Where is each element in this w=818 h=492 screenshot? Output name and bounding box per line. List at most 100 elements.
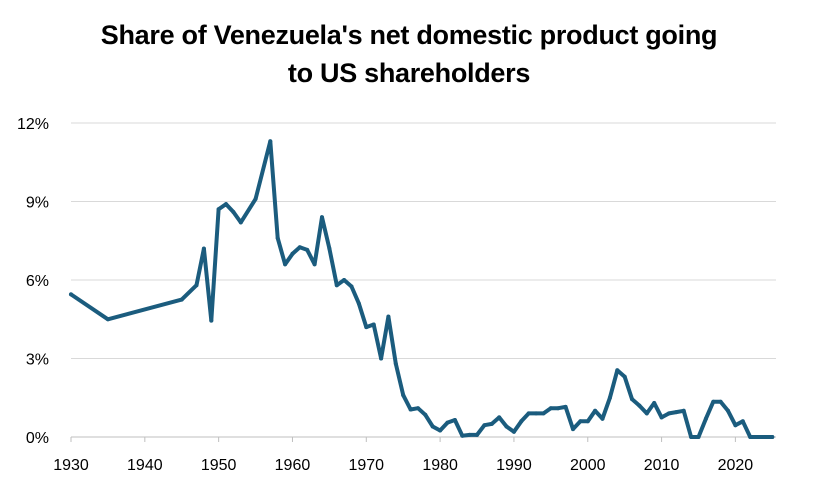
data-point-2001 [593, 408, 598, 413]
data-point-1999 [578, 419, 583, 424]
chart-title-line-1: Share of Venezuela's net domestic produc… [100, 20, 718, 50]
data-point-1930 [69, 292, 73, 297]
data-point-2015 [696, 435, 701, 439]
axes [70, 436, 776, 442]
data-point-1957 [268, 139, 273, 144]
data-point-1986 [482, 423, 487, 428]
data-point-1987 [489, 421, 494, 426]
data-point-2020 [733, 423, 738, 428]
data-point-1989 [504, 424, 509, 429]
data-point-2016 [703, 416, 708, 421]
data-point-1997 [563, 404, 568, 409]
data-point-2012 [674, 410, 679, 415]
data-point-1998 [571, 427, 575, 432]
data-point-2009 [652, 401, 657, 405]
y-tick-label: 6% [26, 273, 49, 290]
data-point-2008 [644, 411, 649, 416]
data-point-1979 [430, 424, 435, 429]
data-point-2006 [630, 397, 634, 402]
data-point-2003 [607, 395, 612, 400]
data-point-2004 [615, 368, 620, 373]
data-point-1980 [438, 428, 443, 433]
data-point-1995 [548, 406, 553, 411]
data-point-1970 [364, 325, 369, 330]
x-tick-label: 1970 [348, 457, 384, 474]
series-layer [69, 139, 775, 439]
x-tick-label: 2020 [718, 457, 754, 474]
data-point-1974 [393, 361, 398, 366]
x-tick-label: 1980 [422, 457, 458, 474]
x-tick-label: 1950 [201, 457, 237, 474]
data-point-1971 [371, 322, 376, 327]
data-point-1981 [445, 420, 450, 425]
x-tick-label: 1930 [53, 457, 89, 474]
data-point-1953 [238, 220, 243, 225]
data-point-1964 [320, 215, 324, 220]
data-point-2021 [740, 419, 745, 424]
data-point-1973 [386, 314, 391, 319]
data-point-2024 [762, 435, 767, 439]
gridlines [71, 122, 776, 359]
data-point-1965 [327, 246, 332, 251]
data-point-1935 [105, 317, 110, 322]
data-point-1988 [497, 415, 502, 420]
data-point-1990 [511, 429, 516, 434]
data-point-2014 [689, 435, 694, 439]
data-point-2005 [622, 374, 627, 379]
series-line [69, 139, 775, 439]
data-point-1993 [534, 411, 539, 416]
data-point-1945 [179, 297, 184, 302]
data-point-1978 [423, 412, 428, 417]
data-point-2000 [585, 419, 590, 424]
data-point-2019 [726, 408, 730, 413]
x-tick-label: 1990 [496, 457, 532, 474]
data-point-2017 [711, 399, 716, 404]
data-point-1996 [556, 406, 561, 411]
x-tick-label: 2000 [570, 457, 606, 474]
data-point-2010 [659, 415, 664, 420]
data-point-1961 [297, 245, 302, 250]
data-point-1968 [349, 284, 354, 289]
data-point-2013 [681, 408, 686, 413]
data-point-1958 [275, 236, 280, 241]
data-point-1948 [201, 246, 206, 251]
data-point-1951 [224, 202, 228, 207]
data-point-1991 [519, 419, 524, 424]
data-point-2023 [755, 435, 760, 439]
data-point-2022 [748, 435, 753, 439]
chart-title: Share of Venezuela's net domestic produc… [0, 16, 818, 92]
data-point-2018 [718, 399, 723, 404]
data-point-2002 [600, 416, 605, 421]
x-tick-label: 1940 [127, 457, 163, 474]
y-tick-label: 9% [26, 195, 49, 212]
data-point-1963 [312, 262, 317, 267]
tick-labels: 0% 3% 6% 9% 12% 1930 1940 1950 1960 1970 1980 1990 2… [17, 116, 753, 474]
data-point-1975 [401, 393, 406, 398]
data-point-1976 [408, 407, 413, 412]
data-point-1949 [209, 318, 214, 323]
data-point-1960 [290, 251, 295, 256]
data-point-1955 [253, 196, 258, 201]
data-point-1952 [231, 210, 236, 214]
x-tick-label: 1960 [275, 457, 311, 474]
data-point-1962 [305, 247, 310, 252]
x-tick-label: 2010 [644, 457, 680, 474]
data-point-1983 [460, 433, 465, 438]
data-point-1947 [194, 283, 199, 288]
y-tick-label: 3% [26, 352, 49, 369]
data-point-1977 [416, 406, 420, 411]
data-point-1992 [526, 411, 531, 416]
data-point-1994 [541, 411, 546, 416]
data-point-1984 [467, 432, 472, 437]
y-tick-label: 0% [26, 430, 49, 447]
chart-title-line-2: to US shareholders [287, 58, 531, 88]
data-point-1982 [452, 418, 457, 422]
data-point-2007 [637, 403, 642, 408]
data-point-1950 [216, 207, 221, 212]
data-point-1967 [342, 278, 347, 282]
data-point-1966 [334, 283, 339, 288]
data-point-2011 [667, 411, 671, 416]
data-point-1969 [356, 301, 361, 306]
data-point-1972 [379, 356, 384, 361]
